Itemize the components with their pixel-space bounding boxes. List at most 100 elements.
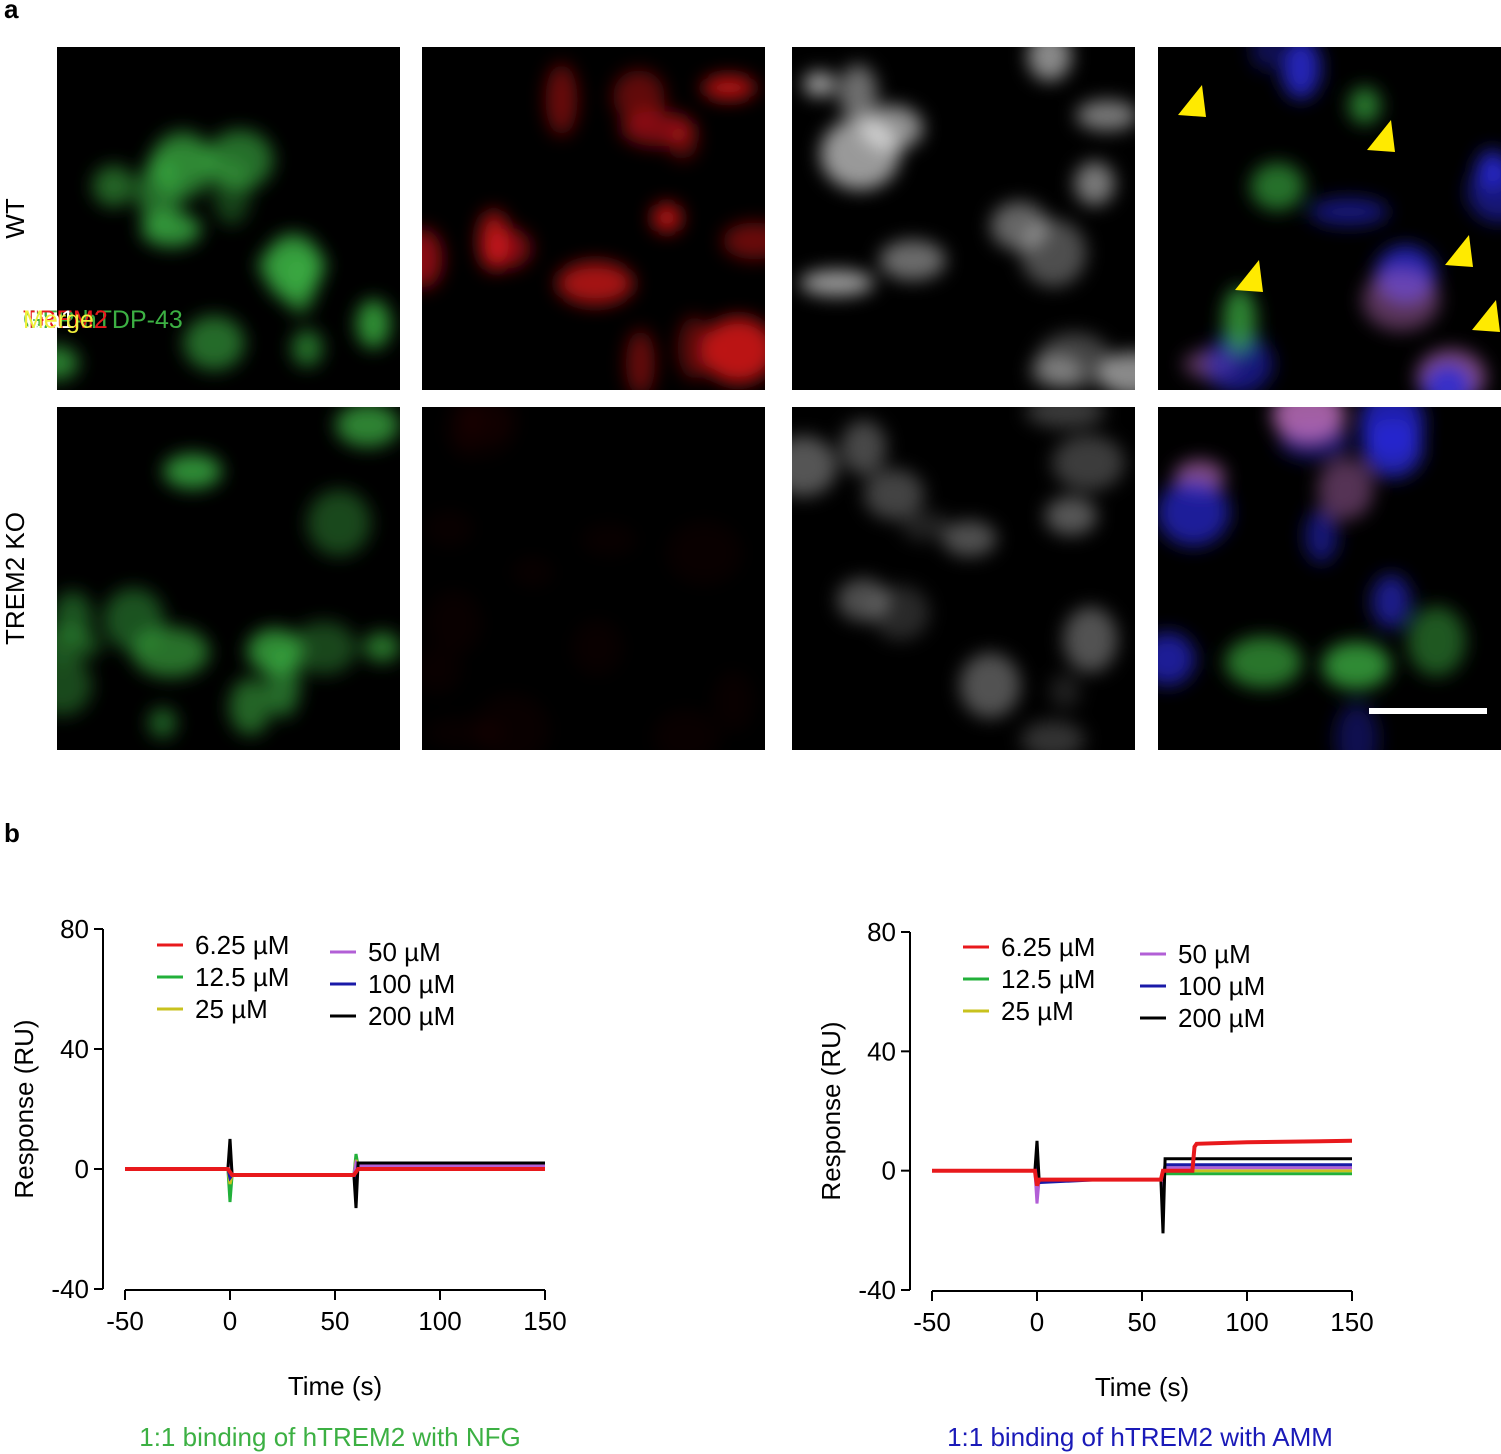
y-axis-title: Response (RU) bbox=[9, 1019, 39, 1198]
channel-label: GFP-hTDP-43 bbox=[23, 306, 183, 334]
cells bbox=[1158, 407, 1466, 750]
cell bbox=[1304, 508, 1338, 564]
y-tick-label: 80 bbox=[60, 914, 89, 944]
x-axis-title: Time (s) bbox=[1095, 1372, 1189, 1402]
cell bbox=[1027, 47, 1072, 81]
cell bbox=[879, 240, 946, 281]
cell bbox=[450, 407, 480, 457]
y-tick-label: 40 bbox=[60, 1034, 89, 1064]
cell bbox=[1074, 161, 1115, 206]
cell bbox=[183, 315, 245, 371]
cell bbox=[545, 63, 578, 136]
cell bbox=[860, 105, 923, 151]
x-tick-label: 150 bbox=[523, 1306, 566, 1336]
cell bbox=[1036, 332, 1112, 390]
cell bbox=[141, 211, 202, 247]
cell bbox=[840, 420, 887, 475]
scale-bar bbox=[1369, 708, 1487, 714]
cell bbox=[478, 210, 510, 272]
cell bbox=[677, 316, 712, 380]
y-tick-label: -40 bbox=[858, 1275, 896, 1305]
legend-label: 200 µM bbox=[368, 1001, 455, 1031]
micrograph bbox=[57, 407, 400, 750]
row-label: TREM2 KO bbox=[0, 512, 30, 645]
channel-label: TREM2 bbox=[23, 306, 108, 334]
y-tick-label: 0 bbox=[75, 1154, 89, 1184]
cell bbox=[1025, 407, 1106, 428]
y-tick-label: 80 bbox=[867, 917, 896, 947]
cell bbox=[573, 620, 622, 674]
cell bbox=[103, 588, 164, 652]
x-tick-label: 100 bbox=[418, 1306, 461, 1336]
cell bbox=[901, 511, 950, 542]
cell bbox=[1204, 333, 1273, 390]
y-tick-label: 0 bbox=[882, 1156, 896, 1186]
cell bbox=[356, 299, 391, 349]
series-line bbox=[125, 1167, 545, 1177]
cell bbox=[864, 469, 924, 520]
series-line bbox=[125, 1153, 545, 1203]
legend-label: 50 µM bbox=[1178, 939, 1251, 969]
x-tick-label: 0 bbox=[1030, 1307, 1044, 1337]
cell bbox=[1076, 100, 1135, 131]
cells bbox=[422, 407, 753, 750]
cell bbox=[959, 652, 1021, 718]
cell bbox=[1045, 496, 1097, 536]
cell bbox=[803, 71, 836, 97]
cells bbox=[57, 407, 400, 739]
x-tick-label: 150 bbox=[1330, 1307, 1373, 1337]
cell bbox=[57, 591, 93, 644]
cell bbox=[290, 621, 357, 675]
series-line bbox=[932, 1138, 1353, 1187]
cell bbox=[613, 70, 665, 123]
cell bbox=[652, 203, 682, 233]
legend-label: 12.5 µM bbox=[195, 962, 289, 992]
cell bbox=[512, 558, 553, 586]
image-background bbox=[1158, 407, 1501, 750]
x-tick-label: 100 bbox=[1225, 1307, 1268, 1337]
cells bbox=[422, 63, 765, 390]
cell bbox=[422, 648, 460, 693]
caption: 1:1 binding of hTREM2 with NFG bbox=[139, 1422, 521, 1452]
cell bbox=[475, 694, 549, 750]
cell bbox=[1359, 407, 1425, 459]
cell bbox=[1020, 219, 1087, 287]
legend-label: 200 µM bbox=[1178, 1003, 1265, 1033]
cell bbox=[1362, 269, 1440, 332]
cell bbox=[667, 521, 741, 584]
cell bbox=[1049, 673, 1081, 709]
cell bbox=[307, 489, 371, 556]
y-tick-label: -40 bbox=[51, 1274, 89, 1304]
cells bbox=[1183, 47, 1501, 390]
cell bbox=[625, 329, 656, 390]
cell bbox=[1476, 149, 1501, 190]
micrograph bbox=[1158, 47, 1501, 390]
cell bbox=[1222, 286, 1257, 355]
cell bbox=[212, 157, 251, 226]
legend-label: 25 µM bbox=[195, 994, 268, 1024]
y-tick-label: 40 bbox=[867, 1036, 896, 1066]
cells bbox=[792, 407, 1125, 750]
cell bbox=[799, 270, 875, 296]
cell bbox=[363, 632, 400, 662]
x-axis-title: Time (s) bbox=[288, 1371, 382, 1401]
arrowhead bbox=[1445, 235, 1473, 267]
micrograph bbox=[422, 47, 765, 390]
micrograph bbox=[1158, 407, 1501, 750]
cell bbox=[264, 233, 323, 302]
cell bbox=[1335, 702, 1379, 750]
cell bbox=[1317, 458, 1374, 520]
cell bbox=[653, 710, 719, 750]
cell bbox=[151, 130, 214, 200]
arrowhead bbox=[1178, 85, 1206, 117]
cell bbox=[426, 511, 473, 546]
cell bbox=[702, 75, 756, 100]
cell bbox=[1250, 162, 1305, 211]
legend-label: 6.25 µM bbox=[1001, 932, 1095, 962]
cell bbox=[1251, 47, 1281, 71]
legend-label: 50 µM bbox=[368, 937, 441, 967]
micrograph bbox=[792, 47, 1135, 390]
cell bbox=[335, 407, 400, 447]
cell bbox=[1158, 632, 1196, 686]
